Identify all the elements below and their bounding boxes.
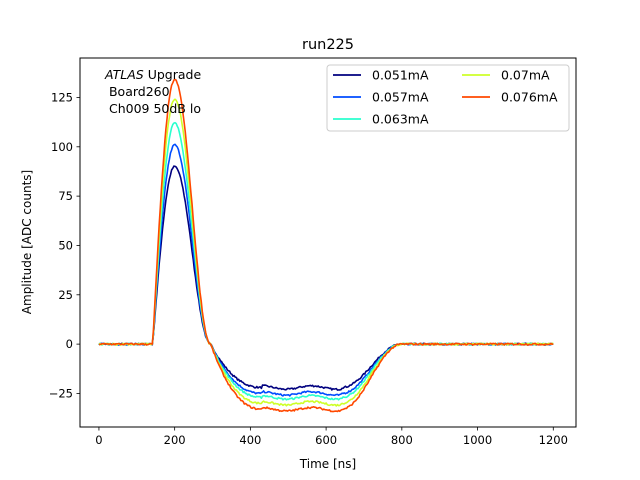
legend-label: 0.076mA (501, 90, 558, 105)
legend-label: 0.07mA (501, 68, 550, 83)
x-tick-label: 800 (391, 433, 413, 447)
annotation-board: Board260 (105, 84, 170, 99)
legend-label: 0.063mA (372, 112, 429, 127)
legend-frame (326, 64, 570, 132)
x-tick-label: 0 (95, 433, 102, 447)
series-line-5 (98, 78, 554, 413)
x-axis-label: Time [ns] (299, 457, 356, 471)
x-tick-label: 1000 (463, 433, 492, 447)
legend-label: 0.057mA (372, 90, 429, 105)
legend: 0.051mA 0.057mA 0.063mA 0.07mA 0.076mA (326, 64, 570, 132)
y-axis: −25 0 25 50 75 100 125 (49, 90, 80, 400)
svg-text:ATLAS Upgrade: ATLAS Upgrade (104, 67, 201, 82)
y-tick-label: 125 (51, 90, 73, 104)
y-tick-label: 0 (66, 337, 73, 351)
chart-title: run225 (302, 37, 354, 53)
y-tick-label: −25 (49, 386, 73, 400)
x-tick-label: 200 (164, 433, 186, 447)
y-tick-label: 50 (58, 238, 73, 252)
y-axis-label: Amplitude [ADC counts] (20, 170, 34, 314)
legend-label: 0.051mA (372, 68, 429, 83)
x-tick-label: 600 (315, 433, 337, 447)
y-tick-label: 25 (58, 288, 73, 302)
annotation-channel: Ch009 50dB lo (105, 101, 201, 116)
x-axis: 0 200 400 600 800 1000 1200 (95, 427, 568, 447)
y-tick-label: 75 (58, 189, 73, 203)
annotation-upgrade: Upgrade (144, 67, 202, 82)
y-tick-label: 100 (51, 140, 73, 154)
x-tick-label: 400 (239, 433, 261, 447)
annotation-atlas: ATLAS (104, 67, 144, 82)
x-tick-label: 1200 (539, 433, 568, 447)
series-layer (98, 78, 554, 413)
plot-frame (79, 57, 577, 428)
atlas-annotation: ATLAS Upgrade Board260 Ch009 50dB lo (104, 67, 201, 116)
